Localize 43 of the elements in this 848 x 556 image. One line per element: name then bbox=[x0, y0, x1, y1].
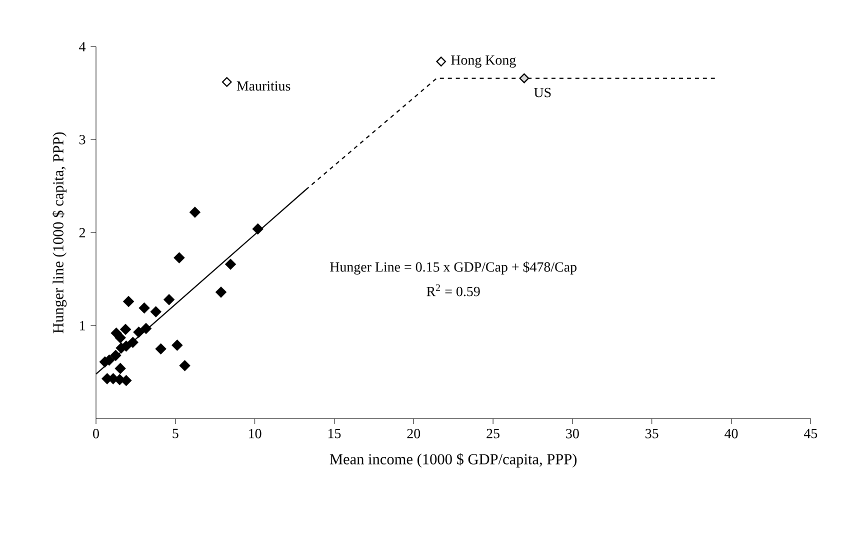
x-tick-label: 30 bbox=[566, 428, 579, 438]
x-tick-label: 5 bbox=[172, 428, 178, 438]
annotation: R$^{2}$ = 0.59 bbox=[426, 284, 480, 296]
point bbox=[114, 362, 126, 374]
annotation: Hong Kong bbox=[451, 55, 516, 68]
y-tick-label: 3 bbox=[79, 134, 86, 144]
x-tick-label: 0 bbox=[93, 428, 99, 438]
x-tick-label: 35 bbox=[646, 428, 658, 438]
point bbox=[110, 350, 122, 361]
y-tick-label: 1 bbox=[80, 321, 85, 330]
point bbox=[150, 306, 162, 318]
point bbox=[120, 324, 132, 335]
x-tick-label: 10 bbox=[249, 428, 262, 438]
y-tick-label: 4 bbox=[79, 42, 86, 52]
point bbox=[140, 322, 152, 334]
x-axis-title: Mean income (1000 $ GDP/capita, PPP) bbox=[330, 453, 577, 468]
point bbox=[215, 286, 227, 298]
annotation: Mauritius bbox=[236, 81, 290, 91]
point bbox=[138, 302, 150, 314]
point bbox=[123, 296, 134, 308]
x-tick-label: 20 bbox=[407, 428, 420, 438]
y-tick-label: 2 bbox=[79, 228, 86, 238]
point bbox=[179, 360, 190, 372]
point bbox=[172, 340, 183, 351]
point bbox=[127, 336, 138, 348]
point bbox=[225, 258, 236, 270]
x-tick-label: 25 bbox=[486, 428, 500, 438]
point bbox=[114, 332, 126, 344]
x-tick-label: 15 bbox=[328, 428, 341, 438]
y-axis-title: Hunger line (1000 $ capita, PPP) bbox=[52, 132, 67, 334]
point bbox=[252, 223, 264, 234]
point bbox=[436, 56, 446, 66]
point bbox=[155, 343, 166, 354]
x-tick-label: 45 bbox=[804, 428, 818, 438]
x-tick-label: 40 bbox=[724, 428, 738, 438]
point bbox=[222, 77, 232, 87]
point bbox=[519, 73, 530, 84]
point bbox=[164, 294, 175, 306]
point bbox=[133, 326, 144, 338]
annotation: US bbox=[534, 88, 551, 98]
annotation: Hunger Line = 0.15 x GDP/Cap + $478/Cap bbox=[330, 261, 576, 275]
point bbox=[174, 252, 185, 264]
point bbox=[189, 206, 200, 218]
